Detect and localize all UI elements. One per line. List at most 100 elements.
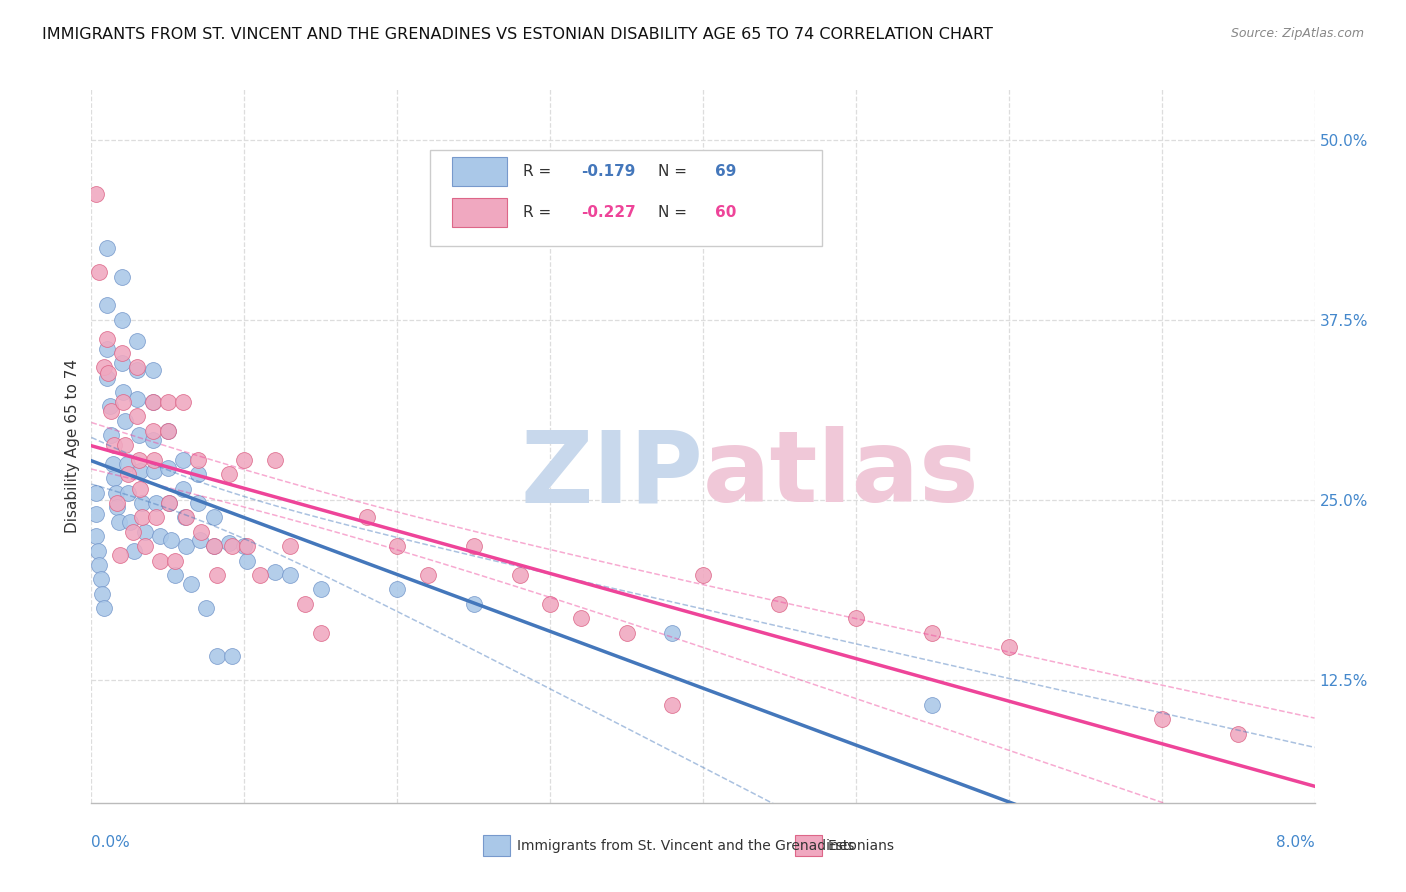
Point bbox=[385, 539, 409, 553]
Point bbox=[129, 482, 152, 496]
Point bbox=[187, 467, 209, 482]
Point bbox=[104, 486, 127, 500]
Point bbox=[118, 515, 141, 529]
Point bbox=[998, 640, 1021, 654]
Point bbox=[845, 611, 868, 625]
Point bbox=[96, 332, 118, 346]
Point bbox=[143, 452, 166, 467]
Point bbox=[309, 625, 332, 640]
Point bbox=[141, 395, 163, 409]
Text: ZIP: ZIP bbox=[520, 426, 703, 523]
Text: N =: N = bbox=[658, 205, 692, 220]
Text: Immigrants from St. Vincent and the Grenadines: Immigrants from St. Vincent and the Gren… bbox=[517, 838, 855, 853]
FancyBboxPatch shape bbox=[430, 150, 821, 246]
Point bbox=[172, 482, 194, 496]
Point bbox=[278, 568, 301, 582]
Point bbox=[538, 597, 561, 611]
Point bbox=[157, 496, 180, 510]
Point bbox=[111, 269, 134, 284]
Point bbox=[172, 452, 194, 467]
Y-axis label: Disability Age 65 to 74: Disability Age 65 to 74 bbox=[65, 359, 80, 533]
Point bbox=[187, 496, 209, 510]
Point bbox=[188, 533, 211, 548]
Point bbox=[127, 409, 149, 424]
Point bbox=[127, 363, 149, 377]
Point bbox=[187, 452, 209, 467]
Text: R =: R = bbox=[523, 164, 557, 178]
Point bbox=[145, 510, 167, 524]
Point bbox=[111, 356, 134, 370]
Point bbox=[96, 241, 118, 255]
Point bbox=[264, 565, 287, 579]
Text: Source: ZipAtlas.com: Source: ZipAtlas.com bbox=[1230, 27, 1364, 40]
Point bbox=[1227, 726, 1250, 740]
Point bbox=[121, 524, 143, 539]
Point bbox=[616, 625, 638, 640]
Point bbox=[111, 313, 134, 327]
Point bbox=[141, 363, 163, 377]
Point bbox=[110, 548, 132, 562]
Point bbox=[141, 433, 163, 447]
Point bbox=[127, 334, 149, 349]
Point bbox=[221, 539, 243, 553]
Point bbox=[202, 510, 225, 524]
Point bbox=[156, 395, 179, 409]
Point bbox=[156, 424, 179, 438]
Point bbox=[249, 568, 271, 582]
Point bbox=[278, 539, 301, 553]
Point bbox=[218, 467, 240, 482]
Point bbox=[172, 395, 194, 409]
Point bbox=[173, 510, 195, 524]
Point bbox=[96, 298, 118, 312]
Point bbox=[114, 438, 136, 452]
Point bbox=[97, 366, 120, 380]
FancyBboxPatch shape bbox=[453, 157, 508, 186]
Point bbox=[84, 508, 107, 522]
Point bbox=[103, 438, 125, 452]
Point bbox=[115, 457, 138, 471]
Point bbox=[309, 582, 332, 597]
Point bbox=[96, 342, 118, 356]
Point bbox=[160, 533, 183, 548]
Text: 8.0%: 8.0% bbox=[1275, 835, 1315, 850]
Point bbox=[145, 496, 167, 510]
Point bbox=[105, 496, 128, 510]
Text: -0.179: -0.179 bbox=[581, 164, 636, 178]
Point bbox=[385, 582, 409, 597]
Point bbox=[165, 568, 187, 582]
Point bbox=[236, 553, 259, 567]
Point bbox=[131, 496, 153, 510]
Point bbox=[87, 558, 110, 572]
Point bbox=[87, 265, 110, 279]
Point bbox=[93, 360, 115, 375]
Point bbox=[98, 400, 121, 414]
Point bbox=[233, 452, 256, 467]
Point bbox=[129, 464, 152, 478]
Point bbox=[692, 568, 714, 582]
Point bbox=[134, 524, 156, 539]
Point bbox=[264, 452, 287, 467]
Point bbox=[141, 424, 163, 438]
FancyBboxPatch shape bbox=[453, 198, 508, 227]
Point bbox=[768, 597, 790, 611]
Point bbox=[91, 587, 114, 601]
Point bbox=[122, 543, 145, 558]
Point bbox=[921, 698, 943, 712]
Point bbox=[112, 395, 135, 409]
Point bbox=[93, 601, 115, 615]
Point bbox=[141, 395, 163, 409]
Point bbox=[569, 611, 592, 625]
Point bbox=[509, 568, 531, 582]
Point bbox=[84, 529, 107, 543]
Point bbox=[156, 424, 179, 438]
Point bbox=[1150, 712, 1173, 726]
Point bbox=[294, 597, 316, 611]
Point bbox=[661, 698, 683, 712]
Point bbox=[205, 568, 228, 582]
Point bbox=[100, 428, 122, 442]
Point bbox=[143, 464, 166, 478]
Point bbox=[661, 625, 683, 640]
Point bbox=[84, 187, 107, 202]
Point bbox=[463, 597, 485, 611]
Point bbox=[128, 428, 150, 442]
